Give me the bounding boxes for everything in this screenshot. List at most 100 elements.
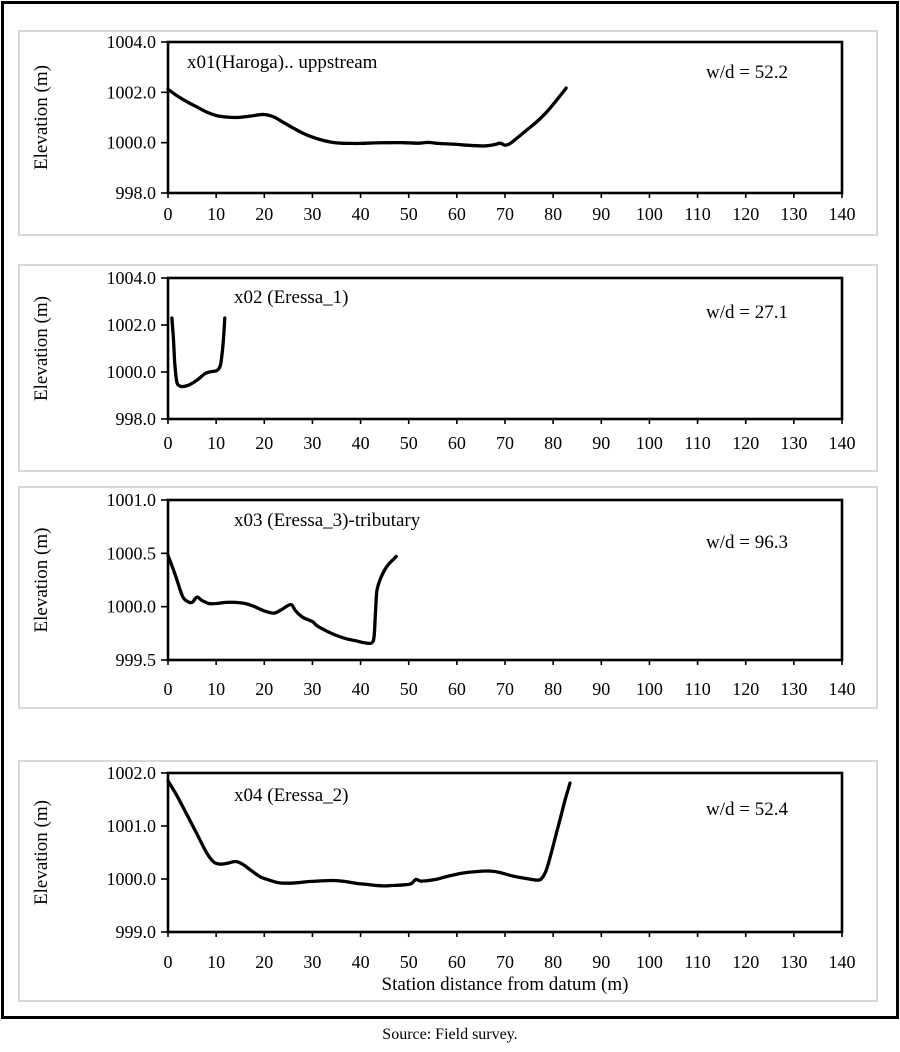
x-tick-label: 40 bbox=[352, 204, 370, 224]
charts-frame: 998.0 1000.0 1002.0 1004.0 0 10 20 30 40 50 60 70 80… bbox=[1, 1, 899, 1019]
x-tick-label: 20 bbox=[255, 952, 273, 972]
x-tick-label: 90 bbox=[592, 204, 610, 224]
x-tick-label: 10 bbox=[207, 952, 225, 972]
y-tick-label: 1000.0 bbox=[107, 869, 157, 889]
x-tick-label: 50 bbox=[400, 433, 418, 453]
x-tick-label: 140 bbox=[829, 679, 856, 699]
x-tick-label: 30 bbox=[303, 204, 321, 224]
chart-panel-x03: 999.5 1000.0 1000.5 1001.0 0 10 20 30 40 50 60 70 80… bbox=[18, 486, 878, 709]
x-tick-label: 60 bbox=[448, 679, 466, 699]
chart-title: x04 (Eressa_2) bbox=[234, 785, 349, 806]
x-tick-label: 80 bbox=[544, 204, 562, 224]
x-tick-label: 140 bbox=[829, 204, 856, 224]
wd-annotation: w/d = 27.1 bbox=[706, 302, 788, 323]
x-tick-label: 70 bbox=[496, 952, 514, 972]
profile-line bbox=[170, 316, 227, 389]
x-tick-label: 90 bbox=[592, 433, 610, 453]
y-axis-label: Elevation (m) bbox=[31, 528, 52, 633]
x-tick-label: 60 bbox=[448, 952, 466, 972]
chart-panel-x01: 998.0 1000.0 1002.0 1004.0 0 10 20 30 40 50 60 70 80… bbox=[18, 30, 878, 236]
profile-line bbox=[166, 86, 568, 148]
x-tick-label: 100 bbox=[636, 952, 663, 972]
x-tick-label: 20 bbox=[255, 204, 273, 224]
x-tick-label: 70 bbox=[496, 679, 514, 699]
chart-x01-cross-section: 998.0 1000.0 1002.0 1004.0 0 10 20 30 40 50 60 70 80… bbox=[31, 32, 856, 224]
profile-line bbox=[166, 779, 572, 888]
y-tick-label: 1001.0 bbox=[107, 816, 157, 836]
y-tick-label: 1001.0 bbox=[107, 490, 157, 510]
x-tick-label: 70 bbox=[496, 204, 514, 224]
y-tick-label: 1000.5 bbox=[107, 543, 157, 563]
x-tick-label: 0 bbox=[164, 433, 173, 453]
y-tick-label: 999.5 bbox=[116, 650, 157, 670]
profile-line bbox=[166, 553, 398, 646]
x-tick-label: 140 bbox=[829, 433, 856, 453]
x-tick-label: 40 bbox=[352, 679, 370, 699]
x-tick-label: 20 bbox=[255, 679, 273, 699]
chart-x04-cross-section: 999.0 1000.0 1001.0 1002.0 0 10 20 30 40 50 60 70 80… bbox=[31, 763, 856, 995]
y-axis-label: Elevation (m) bbox=[31, 296, 52, 401]
chart-x02-cross-section: 998.0 1000.0 1002.0 1004.0 0 10 20 30 40 50 60 70 80… bbox=[31, 268, 856, 453]
x-tick-label: 10 bbox=[207, 204, 225, 224]
x-tick-label: 50 bbox=[400, 952, 418, 972]
x-tick-label: 0 bbox=[164, 679, 173, 699]
y-axis-label: Elevation (m) bbox=[31, 800, 52, 905]
y-tick-label: 1004.0 bbox=[107, 32, 157, 52]
x-tick-label: 40 bbox=[352, 952, 370, 972]
y-tick-label: 1002.0 bbox=[107, 763, 157, 783]
x-tick-label: 60 bbox=[448, 433, 466, 453]
x-tick-label: 130 bbox=[780, 433, 807, 453]
x-tick-label: 130 bbox=[780, 952, 807, 972]
y-tick-label: 999.0 bbox=[116, 922, 157, 942]
source-caption: Source: Field survey. bbox=[382, 1026, 518, 1043]
wd-annotation: w/d = 96.3 bbox=[706, 532, 788, 553]
x-axis-label: Station distance from datum (m) bbox=[382, 974, 629, 995]
x-tick-label: 40 bbox=[352, 433, 370, 453]
x-tick-label: 130 bbox=[780, 204, 807, 224]
x-tick-label: 30 bbox=[303, 679, 321, 699]
x-tick-label: 50 bbox=[400, 204, 418, 224]
x-tick-label: 30 bbox=[303, 952, 321, 972]
x-tick-label: 80 bbox=[544, 679, 562, 699]
y-tick-label: 1000.0 bbox=[107, 597, 157, 617]
x-tick-label: 100 bbox=[636, 679, 663, 699]
x-tick-label: 80 bbox=[544, 433, 562, 453]
x-tick-label: 120 bbox=[732, 952, 759, 972]
x-tick-label: 70 bbox=[496, 433, 514, 453]
x-tick-label: 90 bbox=[592, 952, 610, 972]
x-tick-label: 20 bbox=[255, 433, 273, 453]
x-tick-label: 0 bbox=[164, 952, 173, 972]
y-tick-label: 1002.0 bbox=[107, 82, 157, 102]
y-tick-label: 1000.0 bbox=[107, 362, 157, 382]
x-tick-label: 10 bbox=[207, 433, 225, 453]
x-tick-label: 120 bbox=[732, 433, 759, 453]
chart-x03-cross-section: 999.5 1000.0 1000.5 1001.0 0 10 20 30 40 50 60 70 80… bbox=[31, 490, 856, 699]
chart-panel-x02: 998.0 1000.0 1002.0 1004.0 0 10 20 30 40 50 60 70 80… bbox=[18, 264, 878, 472]
x-tick-label: 120 bbox=[732, 679, 759, 699]
x-tick-label: 50 bbox=[400, 679, 418, 699]
x-tick-label: 110 bbox=[684, 952, 710, 972]
chart-title: x03 (Eressa_3)-tributary bbox=[234, 510, 421, 531]
x-tick-label: 120 bbox=[732, 204, 759, 224]
y-tick-label: 998.0 bbox=[116, 409, 157, 429]
y-axis-label: Elevation (m) bbox=[31, 65, 52, 170]
x-tick-label: 100 bbox=[636, 433, 663, 453]
wd-annotation: w/d = 52.4 bbox=[706, 799, 788, 820]
x-tick-label: 90 bbox=[592, 679, 610, 699]
x-tick-label: 0 bbox=[164, 204, 173, 224]
chart-title: x02 (Eressa_1) bbox=[234, 287, 349, 308]
x-tick-label: 30 bbox=[303, 433, 321, 453]
y-tick-label: 1002.0 bbox=[107, 315, 157, 335]
x-tick-label: 80 bbox=[544, 952, 562, 972]
x-tick-label: 110 bbox=[684, 679, 710, 699]
y-tick-label: 1004.0 bbox=[107, 268, 157, 288]
x-tick-label: 140 bbox=[829, 952, 856, 972]
x-tick-label: 100 bbox=[636, 204, 663, 224]
chart-title: x01(Haroga).. uppstream bbox=[187, 52, 378, 73]
y-tick-label: 998.0 bbox=[116, 183, 157, 203]
x-tick-label: 60 bbox=[448, 204, 466, 224]
x-tick-label: 110 bbox=[684, 204, 710, 224]
x-tick-label: 10 bbox=[207, 679, 225, 699]
x-tick-label: 130 bbox=[780, 679, 807, 699]
